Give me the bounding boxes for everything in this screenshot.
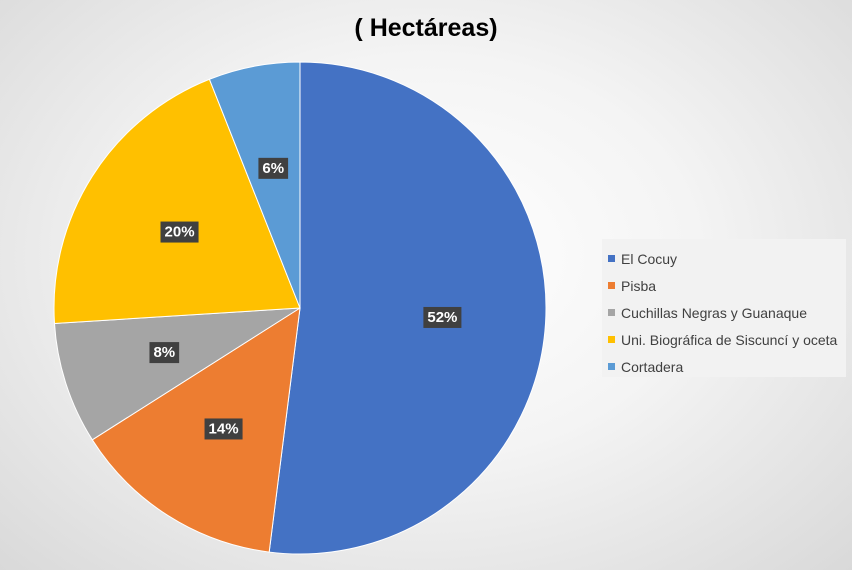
- data-label-text: 20%: [165, 224, 195, 241]
- data-label-text: 8%: [153, 344, 175, 361]
- pie-slice-3: [53, 307, 301, 441]
- data-label-box: [204, 418, 243, 440]
- legend-swatch: [608, 336, 615, 343]
- legend-label: Cortadera: [621, 358, 684, 375]
- legend-item: Uni. Biográfica de Siscuncí y oceta: [608, 326, 846, 353]
- legend-label: Cuchillas Negras y Guanaque: [621, 304, 807, 321]
- legend-swatch: [608, 255, 615, 262]
- data-label-text: 52%: [427, 309, 457, 326]
- data-label-text: 6%: [262, 160, 284, 177]
- pie-slice-5: [208, 61, 301, 309]
- chart-title: ( Hectáreas): [354, 14, 498, 42]
- legend-label: Pisba: [621, 277, 657, 294]
- data-label-1: 52%: [423, 306, 462, 328]
- data-label-2: 14%: [204, 418, 243, 440]
- legend-item: Cuchillas Negras y Guanaque: [608, 299, 846, 326]
- data-label-box: [423, 306, 462, 328]
- legend-swatch: [608, 282, 615, 289]
- data-label-box: [258, 157, 289, 179]
- legend-item: Cortadera: [608, 353, 846, 380]
- pie-slice-1: [268, 61, 547, 555]
- data-label-box: [149, 342, 180, 364]
- legend-item: El Cocuy: [608, 245, 846, 272]
- pie-slice-4: [53, 78, 301, 324]
- legend-swatch: [608, 363, 615, 370]
- data-label-box: [160, 221, 199, 243]
- legend-swatch: [608, 309, 615, 316]
- pie-slice-2: [91, 307, 301, 553]
- legend-item: Pisba: [608, 272, 846, 299]
- legend: El Cocuy Pisba Cuchillas Negras y Guanaque…: [602, 239, 846, 377]
- legend-label: Uni. Biográfica de Siscuncí y oceta: [621, 331, 838, 348]
- data-label-5: 6%: [258, 157, 289, 179]
- data-label-4: 20%: [160, 221, 199, 243]
- legend-label: El Cocuy: [621, 250, 678, 267]
- data-label-3: 8%: [149, 342, 180, 364]
- data-label-text: 14%: [209, 420, 239, 437]
